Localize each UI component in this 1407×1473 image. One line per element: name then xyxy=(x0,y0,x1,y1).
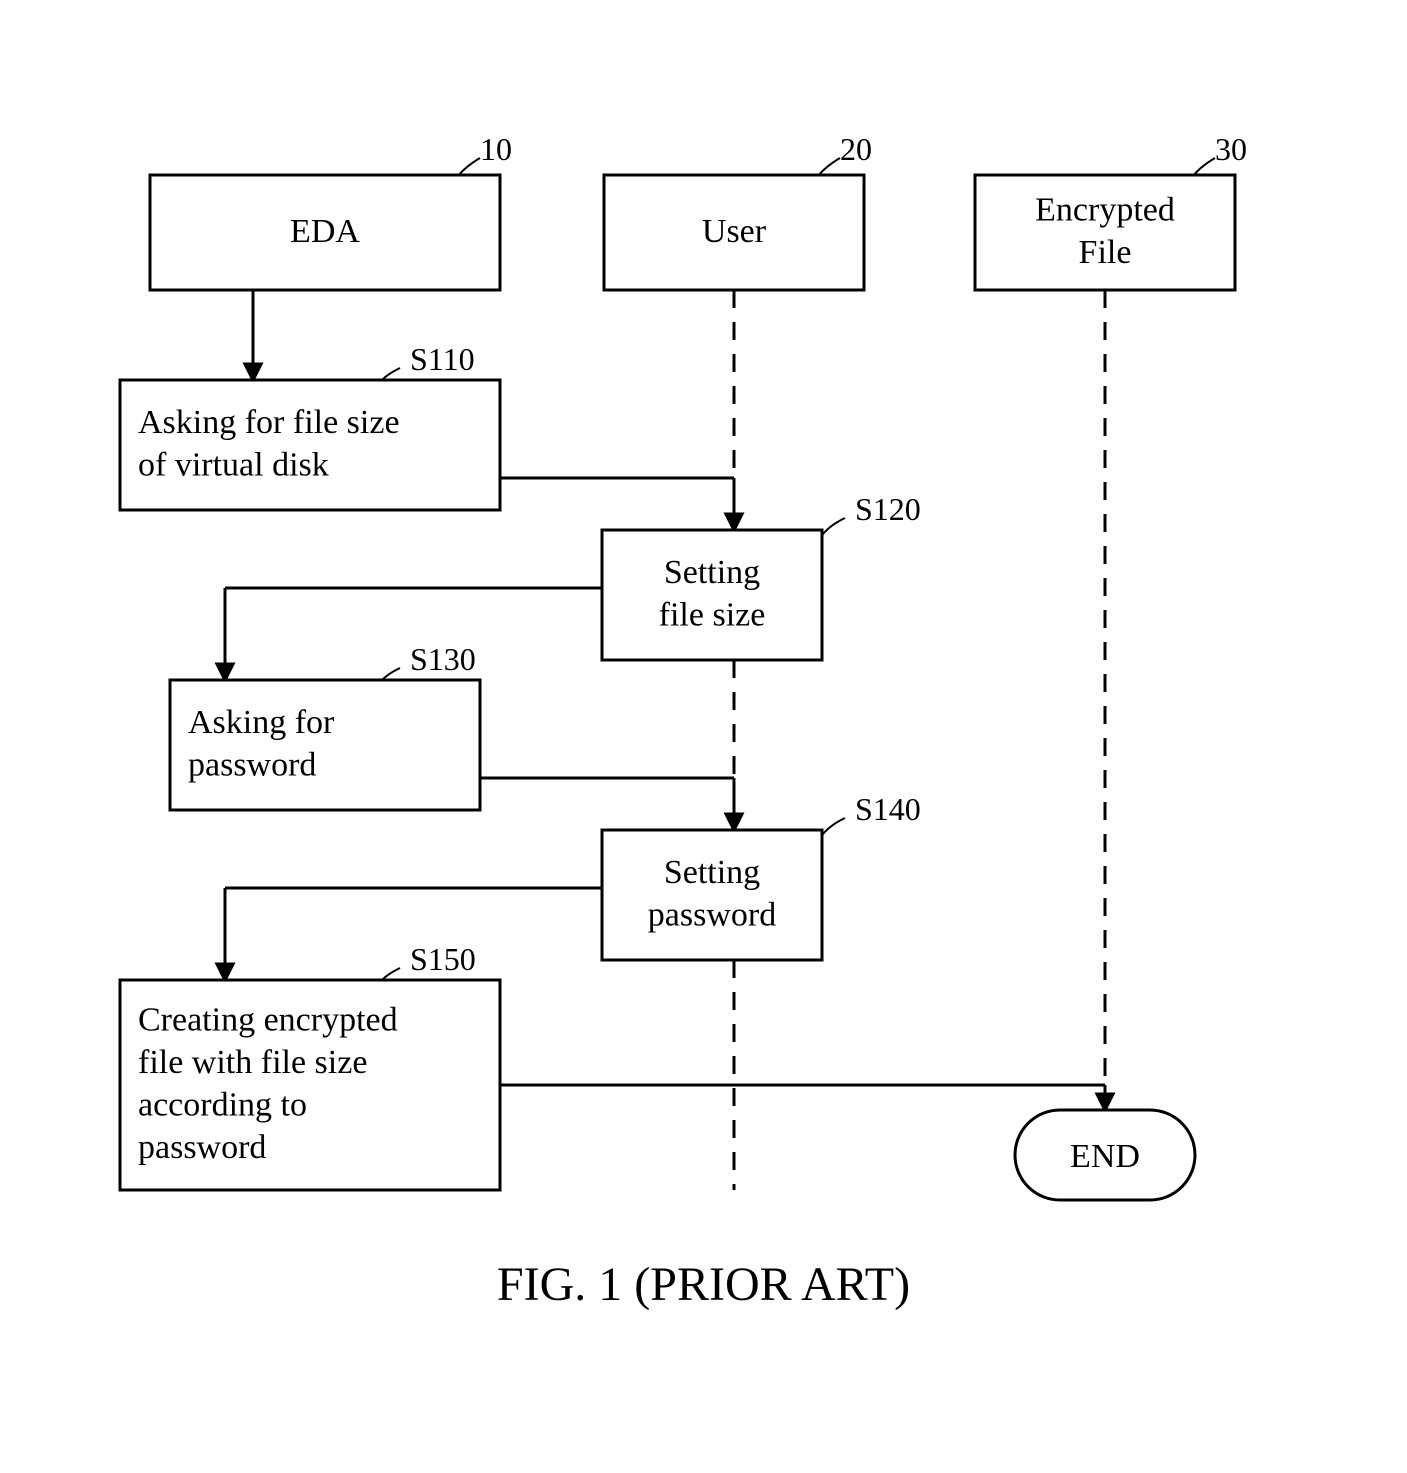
node-s140 xyxy=(602,830,822,960)
node-s150-label: password xyxy=(138,1129,266,1166)
node-n20-label: User xyxy=(702,213,767,250)
node-s140-label: password xyxy=(648,897,776,934)
node-n30-label: File xyxy=(1079,234,1132,271)
ref-curve xyxy=(820,818,845,838)
figure-caption: FIG. 1 (PRIOR ART) xyxy=(497,1258,910,1311)
node-s110 xyxy=(120,380,500,510)
node-n30-label: Encrypted xyxy=(1035,192,1175,229)
flowchart-diagram: EDA 10 User 20 Encrypted File 30 Asking for fil… xyxy=(0,0,1407,1473)
node-s120-label: Setting xyxy=(664,554,760,591)
ref-s140: S140 xyxy=(855,791,921,827)
node-s150-label: according to xyxy=(138,1087,307,1124)
ref-curve xyxy=(820,518,845,538)
ref-n30: 30 xyxy=(1215,131,1247,167)
ref-n10: 10 xyxy=(480,131,512,167)
node-n10-label: EDA xyxy=(290,213,360,250)
ref-s120: S120 xyxy=(855,491,921,527)
node-s110-label: Asking for file size xyxy=(138,404,400,441)
node-s130 xyxy=(170,680,480,810)
ref-s150: S150 xyxy=(410,941,476,977)
node-s150-label: file with file size xyxy=(138,1044,367,1081)
node-s120 xyxy=(602,530,822,660)
node-s120-label: file size xyxy=(659,597,766,634)
node-s150-label: Creating encrypted xyxy=(138,1002,398,1039)
node-s130-label: password xyxy=(188,747,316,784)
node-s140-label: Setting xyxy=(664,854,760,891)
ref-s110: S110 xyxy=(410,341,475,377)
ref-n20: 20 xyxy=(840,131,872,167)
ref-s130: S130 xyxy=(410,641,476,677)
node-end-label: END xyxy=(1070,1138,1140,1175)
node-s110-label: of virtual disk xyxy=(138,447,329,484)
node-s130-label: Asking for xyxy=(188,704,335,741)
